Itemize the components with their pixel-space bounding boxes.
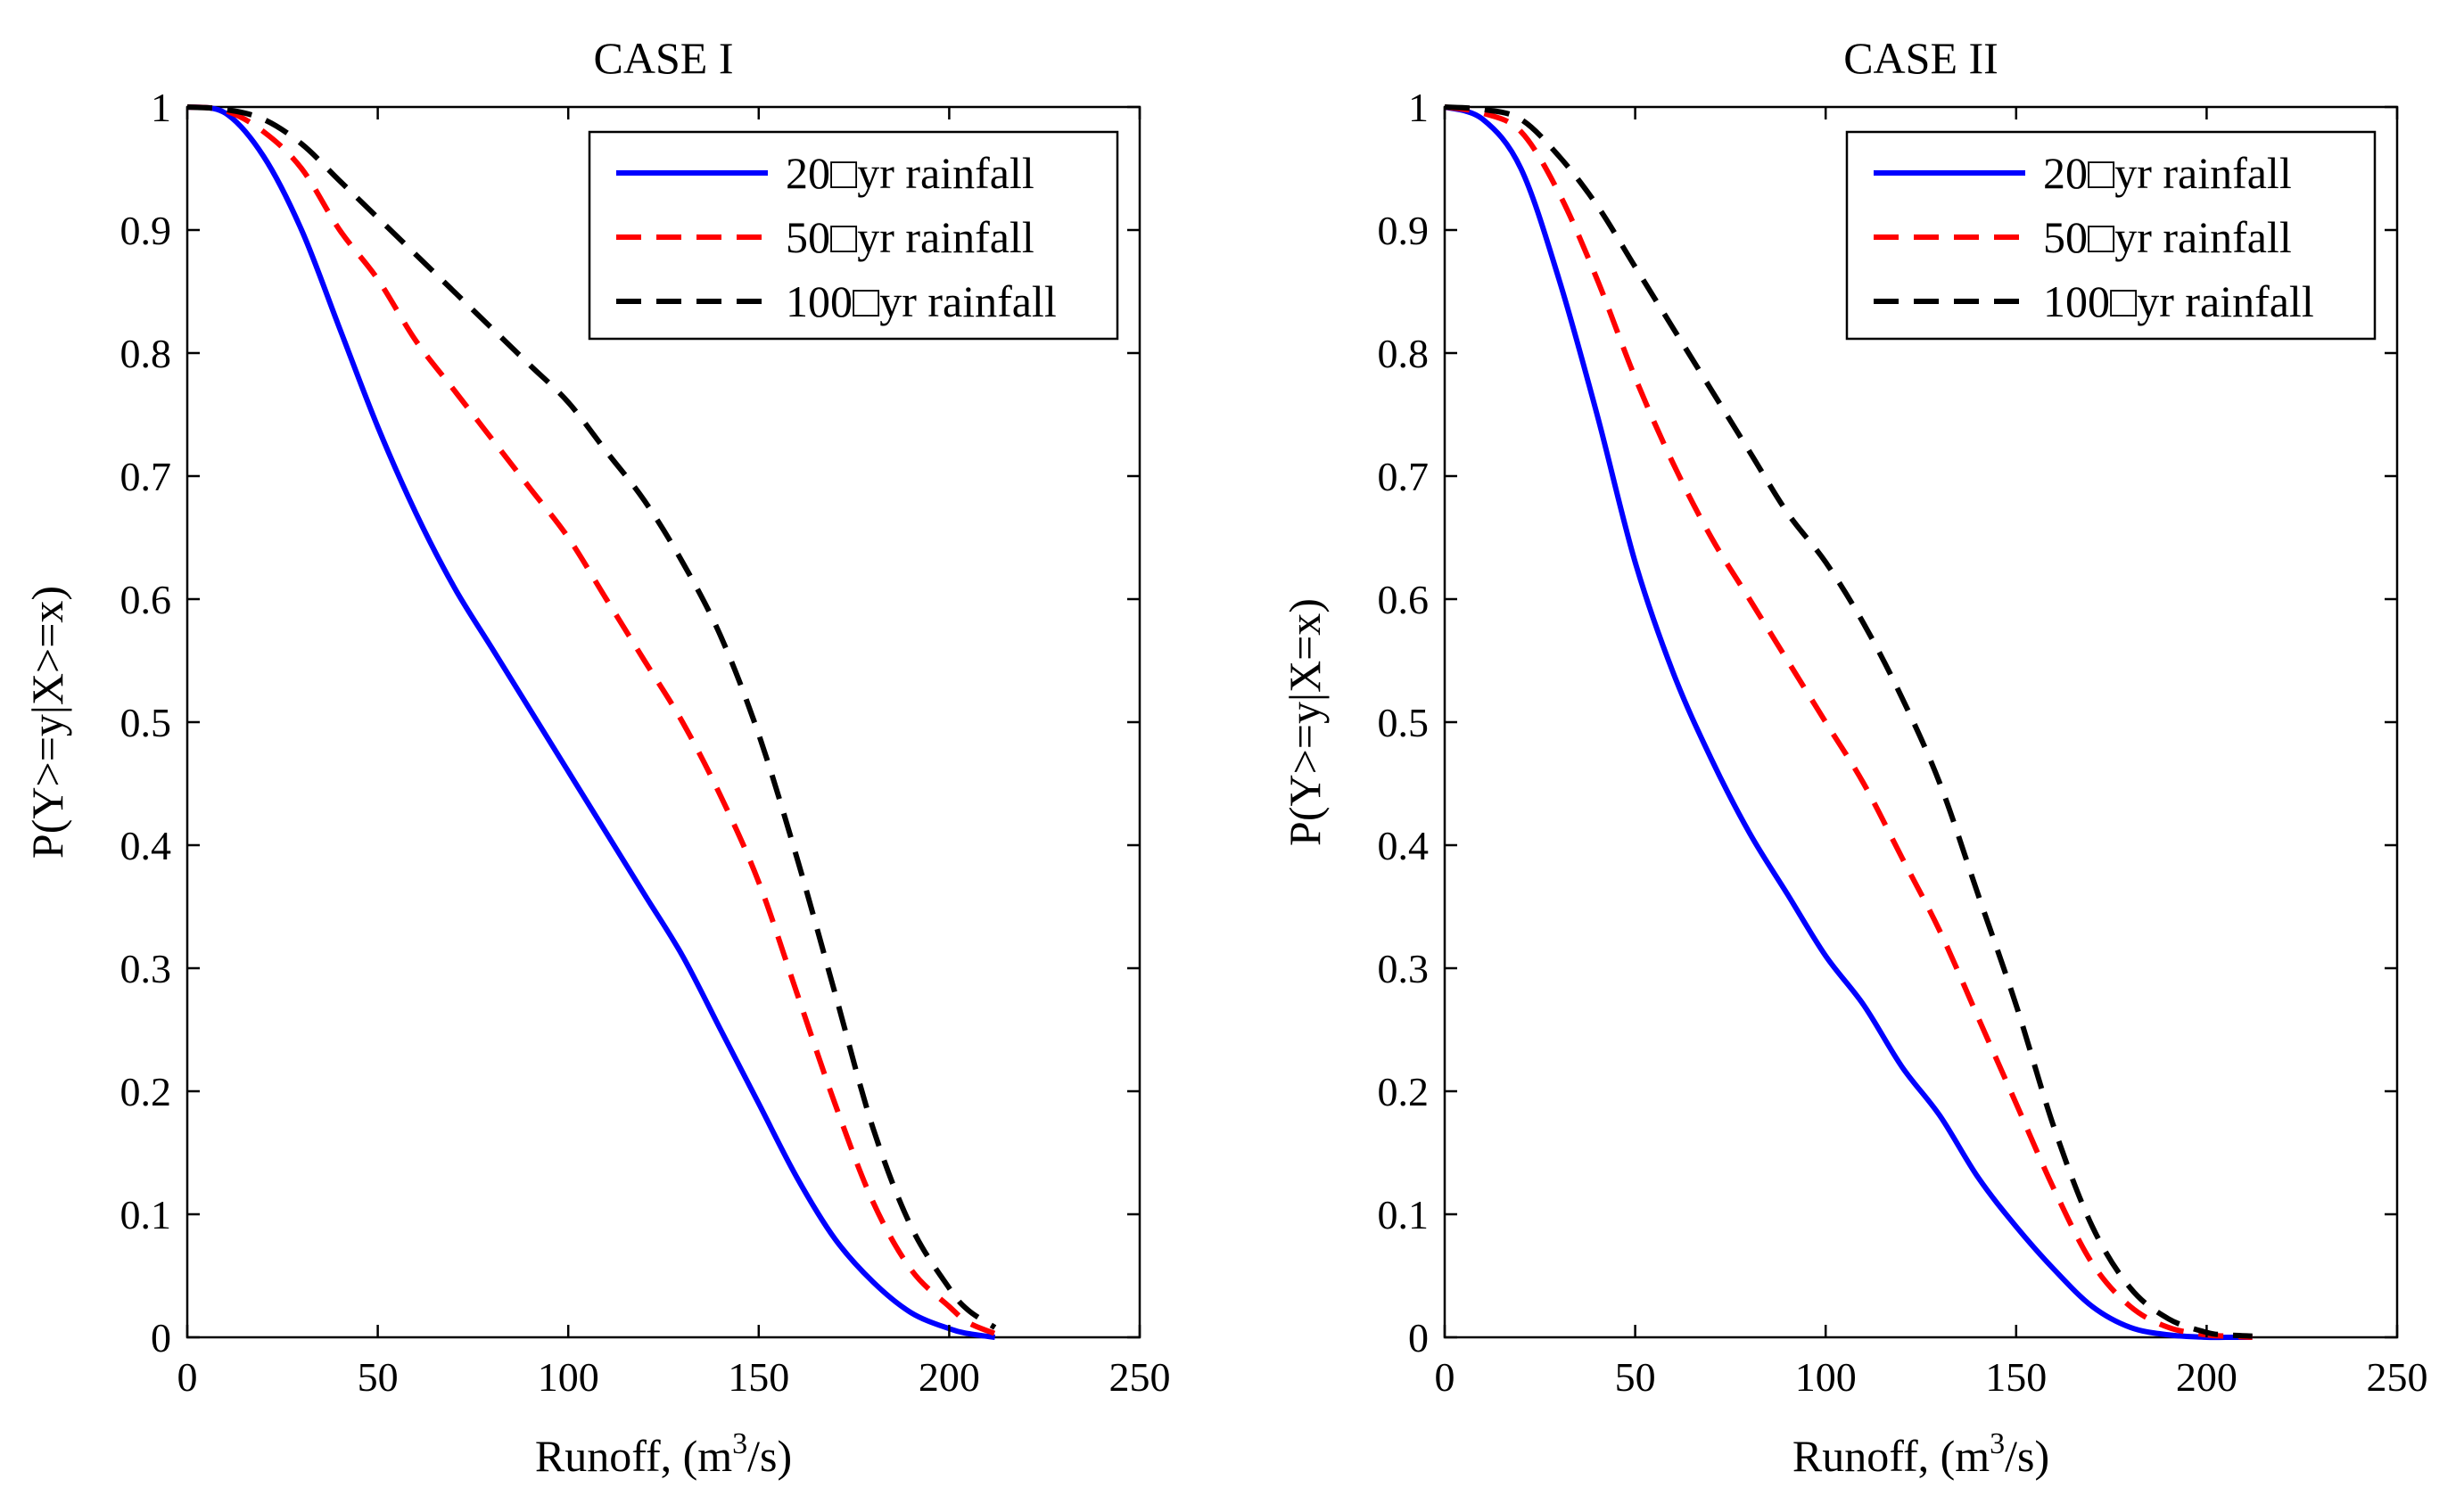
x-tick-label: 200 [919,1354,980,1400]
legend: 20□yr rainfall 50□yr rainfall 100□yr rainf… [1845,130,2377,341]
x-axis-label: Runoff, (m3/s) [1792,1427,2049,1481]
series-group [1445,104,2253,1341]
x-tick-label: 150 [1985,1354,2047,1400]
y-tick-label: 0.7 [120,454,172,499]
y-tick-label: 0.5 [1378,700,1430,745]
series-line-1 [187,104,996,1340]
legend-label-3: 100□yr rainfall [786,276,1057,326]
y-tick-label: 0.6 [120,577,172,622]
legend-label-2: 50□yr rainfall [786,212,1034,262]
y-tick-label: 1 [1408,85,1429,130]
legend-label-3: 100□yr rainfall [2043,276,2314,326]
series-line-2 [1445,104,2253,1340]
chart-case-ii: 0 50 100 150 200 250 0 0.1 0.2 0.3 0.4 0.5 0.6 0.7 0.8… [1280,33,2428,1481]
y-tick-label: 0.1 [1378,1192,1430,1237]
legend-label-1: 20□yr rainfall [2043,148,2292,198]
y-tick-label: 0.7 [1378,454,1430,499]
y-tick-label: 0.5 [120,700,172,745]
y-tick-label: 0 [1408,1315,1429,1360]
x-tick-label: 100 [538,1354,599,1400]
x-tick-label: 250 [1109,1354,1171,1400]
legend-label-2: 50□yr rainfall [2043,212,2292,262]
y-tick-label: 0.2 [1378,1069,1430,1114]
y-tick-label: 0.3 [1378,946,1430,991]
x-tick-label: 100 [1795,1354,1857,1400]
legend-box [588,130,1119,341]
x-tick-label: 0 [177,1354,198,1400]
chart-title: CASE II [1843,33,1998,83]
x-tick-label: 250 [2367,1354,2428,1400]
y-tick-label: 0.1 [120,1192,172,1237]
series-line-3 [187,104,997,1330]
x-tick-label: 0 [1435,1354,1455,1400]
y-tick-label: 0 [151,1315,171,1360]
x-tick-label: 200 [2176,1354,2237,1400]
x-tick-label: 50 [1615,1354,1656,1400]
x-axis-label: Runoff, (m3/s) [535,1427,792,1481]
legend-label-1: 20□yr rainfall [786,148,1034,198]
y-tick-label: 0.2 [120,1069,172,1114]
series-group [187,104,997,1340]
chart-title: CASE I [594,33,734,83]
x-tick-label: 150 [728,1354,789,1400]
y-tick-label: 0.9 [120,208,172,253]
y-tick-label: 0.9 [1378,208,1430,253]
y-tick-label: 0.3 [120,946,172,991]
y-tick-label: 0.4 [1378,823,1430,868]
chart-case-i: 0 50 100 150 200 250 0 0.1 0.2 0.3 0.4 0.5 0.6 0.7 0.8… [22,33,1171,1481]
x-tick-label: 50 [358,1354,399,1400]
series-line-1 [1445,104,2253,1341]
y-axis-label: P(Y>=y|X>=x) [22,586,72,859]
y-tick-label: 0.4 [120,823,172,868]
y-tick-label: 0.8 [1378,331,1430,376]
y-tick-label: 0.8 [120,331,172,376]
y-axis-label: P(Y>=y|X=x) [1280,598,1330,846]
y-tick-label: 1 [151,85,171,130]
series-line-2 [187,104,996,1336]
y-tick-label: 0.6 [1378,577,1430,622]
legend: 20□yr rainfall 50□yr rainfall 100□yr rainf… [588,130,1119,341]
